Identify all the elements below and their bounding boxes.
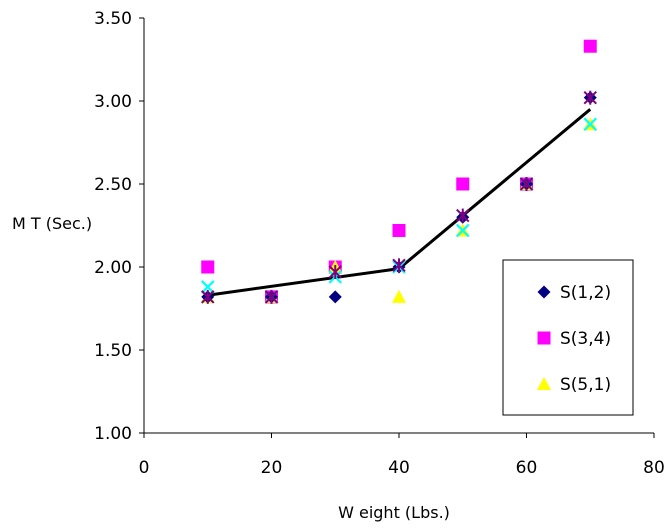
series-star	[201, 90, 597, 304]
y-tick-label: 3.50	[94, 9, 132, 29]
legend-item: S(1,2)	[537, 283, 611, 303]
data-point	[583, 90, 597, 105]
y-tick-label: 3.00	[94, 92, 132, 112]
y-tick-label: 1.00	[94, 424, 132, 444]
x-axis-title: W eight (Lbs.)	[338, 503, 450, 522]
data-point	[455, 223, 470, 238]
x-ticks: 0 20 40 60 80	[139, 433, 665, 478]
data-point	[201, 260, 215, 274]
y-tick-label: 2.00	[94, 258, 132, 278]
data-point	[456, 177, 470, 191]
data-point	[583, 117, 598, 132]
data-point	[200, 280, 215, 294]
x-tick-label: 60	[516, 458, 538, 478]
legend-item: S(5,1)	[537, 375, 611, 395]
legend-label: S(3,4)	[560, 329, 611, 349]
x-tick-label: 20	[261, 458, 283, 478]
legend: S(1,2) S(3,4) S(5,1)	[502, 259, 634, 416]
y-axis-title: M T (Sec.)	[12, 214, 92, 233]
data-point	[583, 39, 597, 53]
data-point	[519, 177, 534, 191]
data-point	[392, 289, 406, 303]
legend-marker	[537, 285, 551, 299]
x-tick-label: 0	[139, 458, 150, 478]
legend-box	[502, 259, 634, 416]
data-points	[200, 39, 598, 304]
y-tick-label: 2.50	[94, 175, 132, 195]
data-point	[392, 223, 406, 237]
legend-marker	[537, 331, 551, 345]
data-point	[328, 290, 342, 304]
y-ticks: 1.00 1.50 2.00 2.50 3.00 3.50	[94, 9, 144, 444]
data-point	[392, 258, 406, 273]
x-tick-label: 40	[388, 458, 410, 478]
data-point	[456, 208, 470, 223]
data-point	[328, 264, 342, 279]
legend-items: S(1,2) S(3,4) S(5,1)	[537, 283, 611, 395]
y-tick-label: 1.50	[94, 341, 132, 361]
legend-marker	[537, 377, 551, 390]
legend-label: S(5,1)	[560, 375, 611, 395]
legend-label: S(1,2)	[560, 283, 611, 303]
data-point	[201, 289, 215, 304]
data-point	[264, 289, 279, 304]
x-tick-label: 80	[643, 458, 665, 478]
legend-item: S(3,4)	[537, 329, 611, 349]
